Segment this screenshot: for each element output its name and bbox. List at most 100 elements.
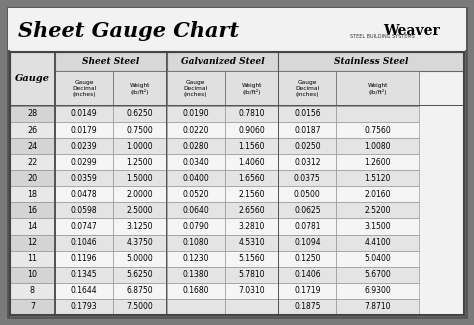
Text: Galvanized Steel: Galvanized Steel	[181, 57, 264, 66]
Text: 1.5120: 1.5120	[365, 174, 391, 183]
Bar	[167, 106, 225, 122]
Bar	[113, 138, 167, 154]
Bar	[278, 186, 337, 202]
Bar	[10, 299, 55, 315]
Text: 4.4100: 4.4100	[364, 238, 391, 247]
Text: 6.8750: 6.8750	[127, 286, 153, 295]
Text: 0.0375: 0.0375	[294, 174, 321, 183]
Text: 4.5310: 4.5310	[238, 238, 265, 247]
Text: Sheet Steel: Sheet Steel	[82, 57, 139, 66]
Text: 5.0400: 5.0400	[364, 254, 391, 263]
Bar	[55, 72, 113, 106]
Bar	[278, 52, 464, 72]
Bar	[278, 251, 337, 267]
Text: 0.0520: 0.0520	[182, 190, 209, 199]
Text: 12: 12	[27, 238, 37, 247]
Bar	[278, 52, 279, 315]
Bar	[10, 170, 55, 186]
Text: 0.0280: 0.0280	[182, 142, 209, 150]
Text: 0.1196: 0.1196	[71, 254, 97, 263]
Bar	[337, 186, 419, 202]
Text: 0.0340: 0.0340	[182, 158, 209, 167]
Bar	[278, 299, 337, 315]
Bar	[225, 106, 278, 122]
Text: Weight
(lb/ft²): Weight (lb/ft²)	[241, 83, 262, 95]
Bar	[337, 283, 419, 299]
Bar	[337, 218, 419, 235]
Text: 0.1230: 0.1230	[182, 254, 209, 263]
Text: 0.0747: 0.0747	[71, 222, 97, 231]
Text: 3.1250: 3.1250	[127, 222, 153, 231]
Text: 20: 20	[27, 174, 37, 183]
Bar	[337, 154, 419, 170]
Bar	[167, 170, 225, 186]
Bar	[225, 299, 278, 315]
Bar	[225, 122, 278, 138]
Bar	[225, 235, 278, 251]
Text: 0.1380: 0.1380	[182, 270, 209, 279]
Text: 0.0190: 0.0190	[182, 110, 209, 118]
Bar	[113, 267, 167, 283]
Bar	[113, 170, 167, 186]
Bar	[55, 52, 167, 72]
Bar	[225, 72, 278, 106]
Bar	[337, 251, 419, 267]
Bar	[8, 8, 466, 50]
Bar	[337, 299, 419, 315]
Text: Gauge
Decimal
(inches): Gauge Decimal (inches)	[183, 80, 208, 97]
Text: STEEL BUILDING SYSTEMS: STEEL BUILDING SYSTEMS	[350, 33, 415, 38]
Text: Weight
(lb/ft²): Weight (lb/ft²)	[130, 83, 150, 95]
Text: 5.1560: 5.1560	[238, 254, 265, 263]
Bar	[55, 186, 113, 202]
Bar	[55, 154, 113, 170]
Bar	[337, 122, 419, 138]
Text: 2.0000: 2.0000	[127, 190, 153, 199]
Text: 24: 24	[27, 142, 37, 150]
Text: 0.0239: 0.0239	[71, 142, 97, 150]
Bar	[113, 218, 167, 235]
Text: 1.0080: 1.0080	[364, 142, 391, 150]
Text: 0.1046: 0.1046	[71, 238, 97, 247]
Text: Weaver: Weaver	[383, 24, 440, 38]
Bar	[167, 251, 225, 267]
Text: 0.0640: 0.0640	[182, 206, 209, 215]
Bar	[55, 267, 113, 283]
Text: 0.7560: 0.7560	[364, 125, 391, 135]
Bar	[113, 202, 167, 218]
Bar	[225, 283, 278, 299]
Bar	[113, 235, 167, 251]
Bar	[55, 299, 113, 315]
Bar	[167, 218, 225, 235]
Bar	[278, 154, 337, 170]
Bar	[337, 202, 419, 218]
Text: 0.1406: 0.1406	[294, 270, 321, 279]
Bar	[166, 52, 167, 315]
Bar	[167, 267, 225, 283]
Bar	[167, 202, 225, 218]
Text: 0.6250: 0.6250	[127, 110, 153, 118]
Text: 0.0299: 0.0299	[71, 158, 97, 167]
Text: 0.0790: 0.0790	[182, 222, 209, 231]
Text: 1.1560: 1.1560	[238, 142, 265, 150]
Bar	[10, 186, 55, 202]
Bar	[225, 202, 278, 218]
Bar	[10, 105, 464, 106]
Bar	[10, 52, 55, 106]
Text: 16: 16	[27, 206, 37, 215]
Text: 7.5000: 7.5000	[127, 303, 153, 311]
Bar	[113, 154, 167, 170]
Text: 0.0781: 0.0781	[294, 222, 320, 231]
Bar	[167, 52, 278, 72]
Bar	[337, 72, 419, 106]
Text: 0.0156: 0.0156	[294, 110, 321, 118]
Bar	[10, 283, 55, 299]
Bar	[55, 235, 113, 251]
Bar	[10, 267, 55, 283]
Text: 0.0500: 0.0500	[294, 190, 321, 199]
Bar	[167, 122, 225, 138]
Text: 2.1560: 2.1560	[238, 190, 265, 199]
Text: 0.9060: 0.9060	[238, 125, 265, 135]
Bar	[278, 170, 337, 186]
Bar	[225, 251, 278, 267]
Bar	[167, 72, 225, 106]
